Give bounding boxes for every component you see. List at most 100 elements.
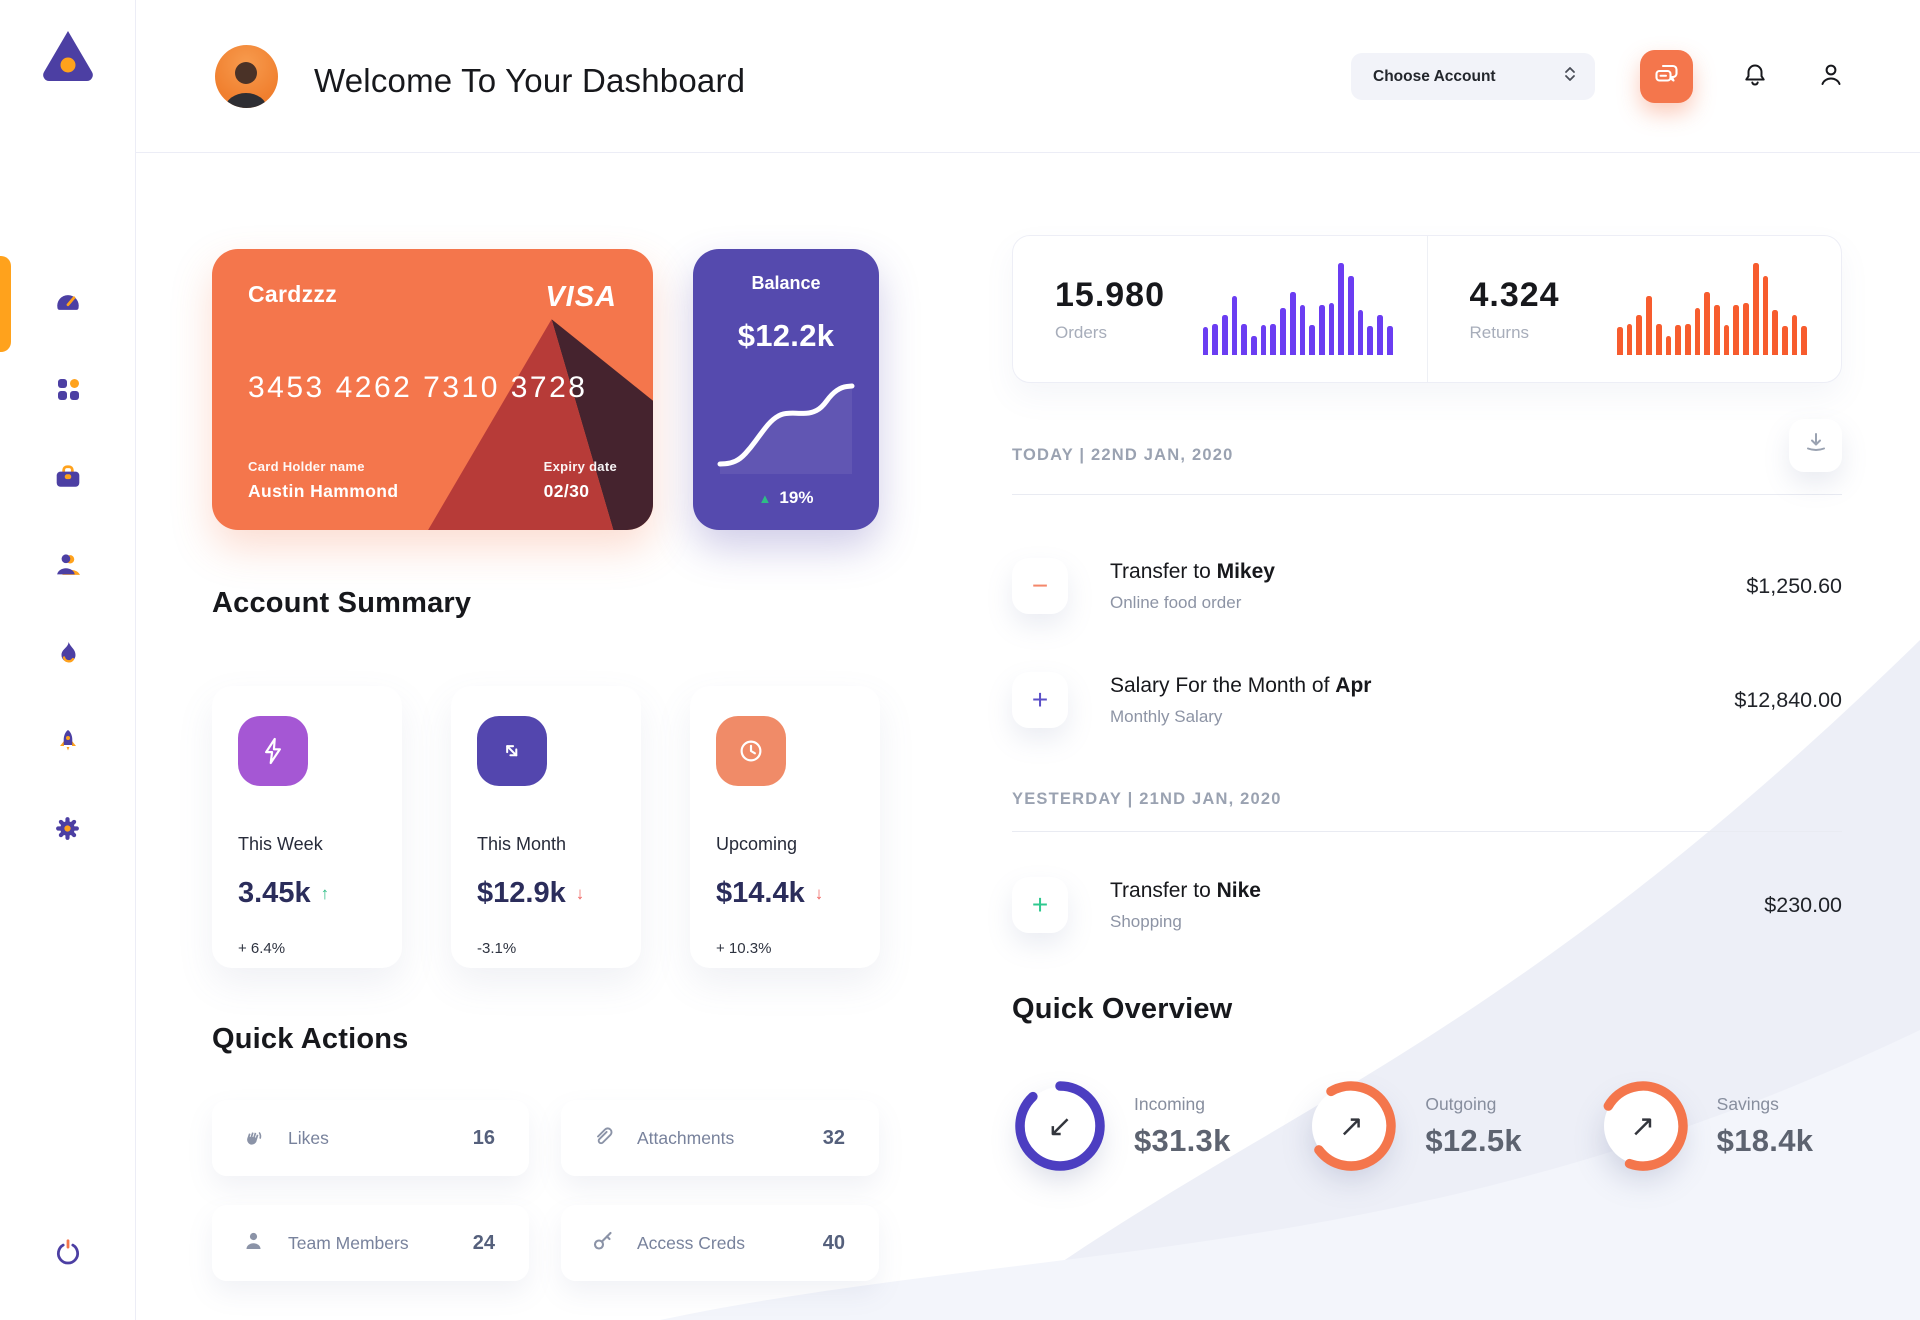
sidebar-item-trending[interactable]: [0, 640, 136, 670]
summary-label: This Month: [477, 834, 567, 854]
account-selector[interactable]: Choose Account: [1351, 53, 1595, 100]
quick-action-count: 32: [822, 1126, 845, 1149]
summary-card-upcoming[interactable]: Upcoming $14.4k ↓ + 10.3%: [690, 686, 880, 968]
overview-value: $12.5k: [1425, 1122, 1522, 1158]
app-logo[interactable]: [37, 26, 99, 89]
returns-stat: 4.324 Returns: [1426, 236, 1842, 382]
balance-value: $12.2k: [737, 318, 835, 353]
transaction-title: Salary For the Month of Apr: [1110, 673, 1372, 697]
quick-action-count: 16: [472, 1126, 495, 1149]
notifications-button[interactable]: [1741, 61, 1769, 92]
download-button[interactable]: [1789, 419, 1842, 472]
flame-icon: [55, 640, 81, 671]
clap-icon: [242, 1124, 266, 1153]
visa-logo: VISA: [545, 281, 617, 313]
user-avatar[interactable]: [215, 45, 278, 108]
card-holder-name: Austin Hammond: [248, 481, 399, 501]
summary-change: -3.1%: [477, 940, 517, 957]
key-icon: [591, 1229, 615, 1258]
summary-card-this-month[interactable]: This Month $12.9k ↓ -3.1%: [451, 686, 641, 968]
quick-action-attachments[interactable]: Attachments 32: [561, 1100, 879, 1176]
chat-bubbles-icon: [1653, 60, 1681, 93]
arrow-up-right-icon: ↗: [1338, 1109, 1364, 1143]
sidebar-item-apps[interactable]: [0, 376, 136, 406]
overview-savings: ↗ Savings $18.4k: [1595, 1078, 1842, 1174]
overview-label: Savings: [1716, 1093, 1779, 1114]
overview-value: $18.4k: [1716, 1122, 1814, 1158]
quick-action-count: 24: [472, 1231, 495, 1254]
transaction-subtitle: Shopping: [1110, 911, 1182, 931]
paperclip-icon: [591, 1124, 615, 1153]
member-icon: [242, 1229, 266, 1258]
lightning-icon: [238, 716, 308, 786]
orders-count: 15.980: [1055, 275, 1165, 314]
quick-actions-grid: Likes 16 Attachments 32: [212, 1100, 880, 1281]
summary-label: Upcoming: [716, 834, 798, 854]
balance-change: 19%: [779, 488, 814, 507]
sidebar-item-team[interactable]: [0, 552, 136, 582]
diagonal-arrows-icon: [477, 716, 547, 786]
arrow-up-right-icon: ↗: [1630, 1109, 1656, 1143]
transaction-amount: $1,250.60: [1746, 573, 1842, 598]
card-holder-label: Card Holder name: [248, 459, 365, 474]
speedometer-icon: [54, 287, 82, 320]
plus-icon: +: [1012, 877, 1068, 933]
returns-label: Returns: [1469, 322, 1530, 342]
incoming-donut: ↙: [1012, 1078, 1108, 1174]
summary-card-this-week[interactable]: This Week 3.45k ↑ + 6.4%: [212, 686, 402, 968]
summary-value: 3.45k: [238, 877, 311, 909]
trend-up-icon: ↑: [320, 883, 330, 903]
overview-value: $31.3k: [1134, 1122, 1231, 1158]
quick-action-label: Access Creds: [637, 1232, 745, 1253]
transactions-header-today: TODAY | 22ND JAN, 2020: [1012, 419, 1842, 472]
balance-label: Balance: [751, 273, 821, 293]
transaction-amount: $12,840.00: [1734, 687, 1842, 712]
rocket-icon: [55, 728, 81, 759]
sidebar-item-portfolio[interactable]: [0, 464, 136, 494]
account-summary-cards: This Week 3.45k ↑ + 6.4% This Month: [212, 686, 880, 968]
transaction-row-nike[interactable]: + Transfer to Nike Shopping $230.00: [1012, 877, 1842, 933]
quick-action-team-members[interactable]: Team Members 24: [212, 1205, 529, 1281]
savings-donut: ↗: [1595, 1078, 1691, 1174]
clock-icon: [716, 716, 786, 786]
sidebar-item-launch[interactable]: [0, 728, 136, 758]
quick-actions-title: Quick Actions: [212, 1023, 409, 1055]
orders-stat: 15.980 Orders: [1013, 236, 1427, 382]
sidebar-item-dashboard[interactable]: [0, 256, 136, 352]
card-expiry-value: 02/30: [543, 481, 590, 501]
trend-down-icon: ↓: [814, 883, 824, 903]
logout-button[interactable]: [53, 1237, 83, 1272]
card-name: Cardzzz: [248, 281, 338, 307]
orders-bar-chart: [1202, 263, 1393, 355]
header-actions: Choose Account: [1351, 50, 1845, 103]
divider: [1012, 494, 1842, 495]
quick-action-access-creds[interactable]: Access Creds 40: [561, 1205, 879, 1281]
left-column: Cardzzz VISA 3453 4262 7310 3728 Card Ho…: [212, 249, 880, 1281]
profile-button[interactable]: [1817, 61, 1845, 92]
account-summary-title: Account Summary: [212, 587, 472, 619]
transactions-header-yesterday: YESTERDAY | 21ND JAN, 2020: [1012, 790, 1842, 809]
returns-count: 4.324: [1469, 275, 1560, 314]
trend-up-icon: ▲: [758, 490, 772, 506]
transaction-subtitle: Online food order: [1110, 592, 1242, 612]
account-selector-label: Choose Account: [1373, 67, 1496, 85]
quick-overview-title: Quick Overview: [1012, 993, 1233, 1025]
user-icon: [54, 551, 81, 583]
quick-action-count: 40: [822, 1231, 845, 1254]
transaction-row-mikey[interactable]: − Transfer to Mikey Online food order $1…: [1012, 558, 1842, 614]
balance-sparkline: [711, 360, 861, 483]
page-title: Welcome To Your Dashboard: [314, 62, 746, 99]
person-icon: [1817, 61, 1845, 92]
date-label: TODAY | 22ND JAN, 2020: [1012, 446, 1234, 464]
summary-change: + 6.4%: [238, 940, 286, 957]
messages-button[interactable]: [1640, 50, 1693, 103]
overview-label: Incoming: [1134, 1093, 1206, 1114]
sidebar: [0, 0, 136, 1320]
summary-value: $12.9k: [477, 877, 566, 909]
minus-icon: −: [1012, 558, 1068, 614]
transaction-row-salary[interactable]: + Salary For the Month of Apr Monthly Sa…: [1012, 672, 1842, 728]
sidebar-item-settings[interactable]: [0, 816, 136, 846]
transaction-amount: $230.00: [1764, 892, 1842, 917]
transaction-title: Transfer to Nike: [1110, 878, 1261, 902]
quick-action-likes[interactable]: Likes 16: [212, 1100, 529, 1176]
